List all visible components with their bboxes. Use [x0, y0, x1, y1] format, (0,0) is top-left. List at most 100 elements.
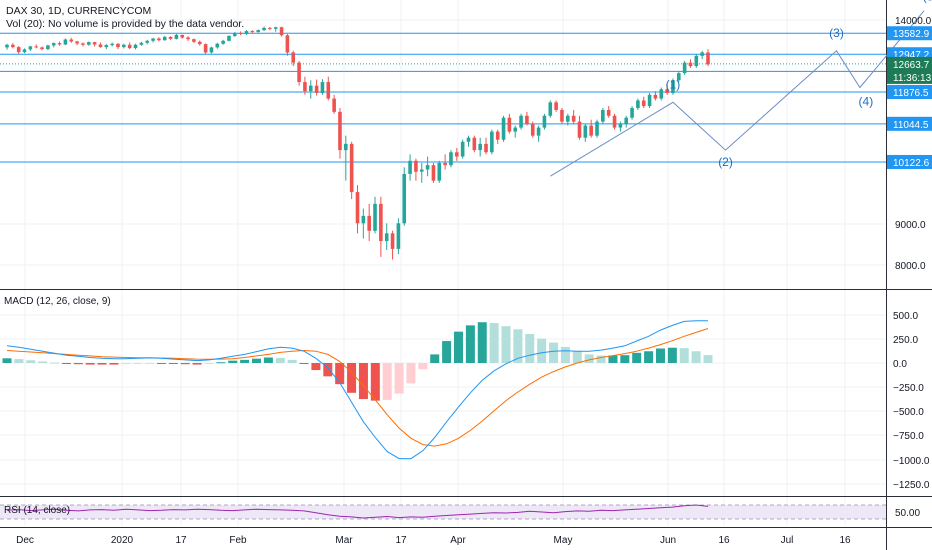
- time-axis-tick: 17: [395, 535, 407, 546]
- macd-histogram-bar: [596, 355, 606, 363]
- macd-histogram-bar: [489, 323, 499, 363]
- macd-histogram-bar: [679, 348, 689, 363]
- time-axis-tick: 16: [839, 535, 851, 546]
- candle-body: [449, 152, 453, 166]
- countdown-label: 11:36:13: [893, 73, 932, 84]
- candle-body: [256, 30, 260, 33]
- last-price-label: 12663.7: [893, 60, 930, 71]
- time-axis-tick: Dec: [16, 535, 34, 546]
- candle-body: [104, 45, 109, 48]
- candle-body: [297, 62, 301, 83]
- macd-histogram-bar: [216, 362, 226, 364]
- macd-histogram-bar: [394, 363, 404, 394]
- time-axis-tick: 2020: [111, 535, 134, 546]
- candle-body: [688, 62, 693, 67]
- candle-body: [244, 31, 249, 34]
- candle-body: [308, 85, 313, 92]
- time-axis-tick: Jun: [660, 535, 676, 546]
- macd-histogram-bar: [168, 363, 178, 364]
- macd-histogram-bar: [608, 355, 618, 363]
- candle-body: [659, 89, 664, 99]
- macd-histogram-bar: [537, 338, 547, 363]
- volume-notice: Vol (20): No volume is provided by the d…: [6, 18, 245, 30]
- candle-body: [174, 34, 179, 39]
- candle-body: [601, 109, 605, 122]
- macd-histogram-bar: [14, 359, 24, 363]
- price-level-label: 10122.6: [893, 158, 930, 169]
- candle-body: [303, 82, 307, 92]
- candle-body: [69, 39, 74, 42]
- candle-body: [583, 125, 588, 138]
- candle-body: [390, 233, 395, 249]
- candle-body: [414, 160, 418, 172]
- macd-histogram-bar: [560, 346, 570, 363]
- candle-body: [361, 215, 366, 224]
- wave-label: (4): [859, 94, 874, 108]
- macd-histogram-bar: [192, 363, 202, 365]
- macd-histogram-bar: [370, 363, 380, 401]
- macd-histogram-bar: [667, 347, 677, 363]
- candle-body: [495, 131, 500, 140]
- macd-axis-tick: −250.0: [893, 383, 924, 394]
- macd-histogram-bar: [97, 363, 107, 365]
- macd-histogram-bar: [418, 363, 428, 370]
- macd-axis-tick: −750.0: [893, 431, 924, 442]
- macd-histogram-bar: [703, 355, 713, 363]
- candle-body: [700, 52, 704, 56]
- macd-histogram-bar: [358, 363, 368, 400]
- macd-histogram-bar: [145, 363, 155, 364]
- candle-body: [624, 117, 629, 124]
- macd-histogram-bar: [620, 355, 630, 363]
- candle-body: [81, 43, 85, 45]
- price-level-label: 12947.2: [893, 50, 930, 61]
- time-axis-tick: Apr: [450, 535, 466, 546]
- wave-label: (1): [666, 77, 681, 91]
- candle-body: [408, 160, 412, 174]
- price-level-badge: [887, 116, 932, 131]
- candle-body: [215, 43, 220, 48]
- macd-histogram-bar: [156, 363, 166, 364]
- macd-histogram-bar: [513, 329, 523, 363]
- macd-histogram-bar: [453, 331, 463, 363]
- macd-histogram-bar: [275, 357, 285, 363]
- candle-body: [595, 121, 599, 136]
- macd-histogram-bar: [228, 360, 238, 363]
- macd-histogram-bar: [465, 325, 475, 363]
- time-axis-tick: Mar: [335, 535, 353, 546]
- macd-axis-tick: −1250.0: [893, 480, 930, 491]
- price-level-label: 11044.5: [893, 120, 929, 131]
- candle-body: [273, 27, 278, 29]
- macd-histogram-bar: [109, 363, 119, 365]
- macd-histogram-bar: [252, 358, 262, 363]
- price-axis-tick: 14000.0: [895, 16, 932, 27]
- candle-body: [571, 115, 576, 122]
- candle-body: [197, 41, 202, 45]
- macd-histogram-bar: [299, 363, 309, 364]
- candle-body: [706, 52, 710, 65]
- candle-body: [612, 115, 617, 128]
- candle-body: [285, 35, 290, 53]
- time-axis-tick: Jul: [781, 535, 794, 546]
- candle-body: [326, 82, 331, 99]
- wave-label: (3): [829, 26, 844, 40]
- candle-body: [641, 100, 646, 107]
- macd-histogram-bar: [311, 363, 321, 371]
- price-axis-tick: 9000.0: [895, 220, 926, 231]
- time-axis-tick: Feb: [229, 535, 247, 546]
- candle-body: [314, 85, 319, 93]
- macd-histogram-bar: [406, 363, 416, 384]
- price-level-badge: [887, 26, 932, 41]
- rsi-title: RSI (14, close): [4, 505, 71, 516]
- candle-body: [16, 47, 21, 53]
- candle-body: [203, 44, 208, 53]
- time-axis-tick: 17: [175, 535, 187, 546]
- candle-body: [227, 35, 231, 41]
- candle-body: [40, 47, 44, 50]
- candle-body: [530, 123, 535, 136]
- candle-body: [63, 39, 68, 45]
- candle-body: [355, 192, 360, 224]
- candle-body: [262, 27, 266, 31]
- candle-body: [501, 117, 506, 140]
- candle-body: [162, 36, 167, 41]
